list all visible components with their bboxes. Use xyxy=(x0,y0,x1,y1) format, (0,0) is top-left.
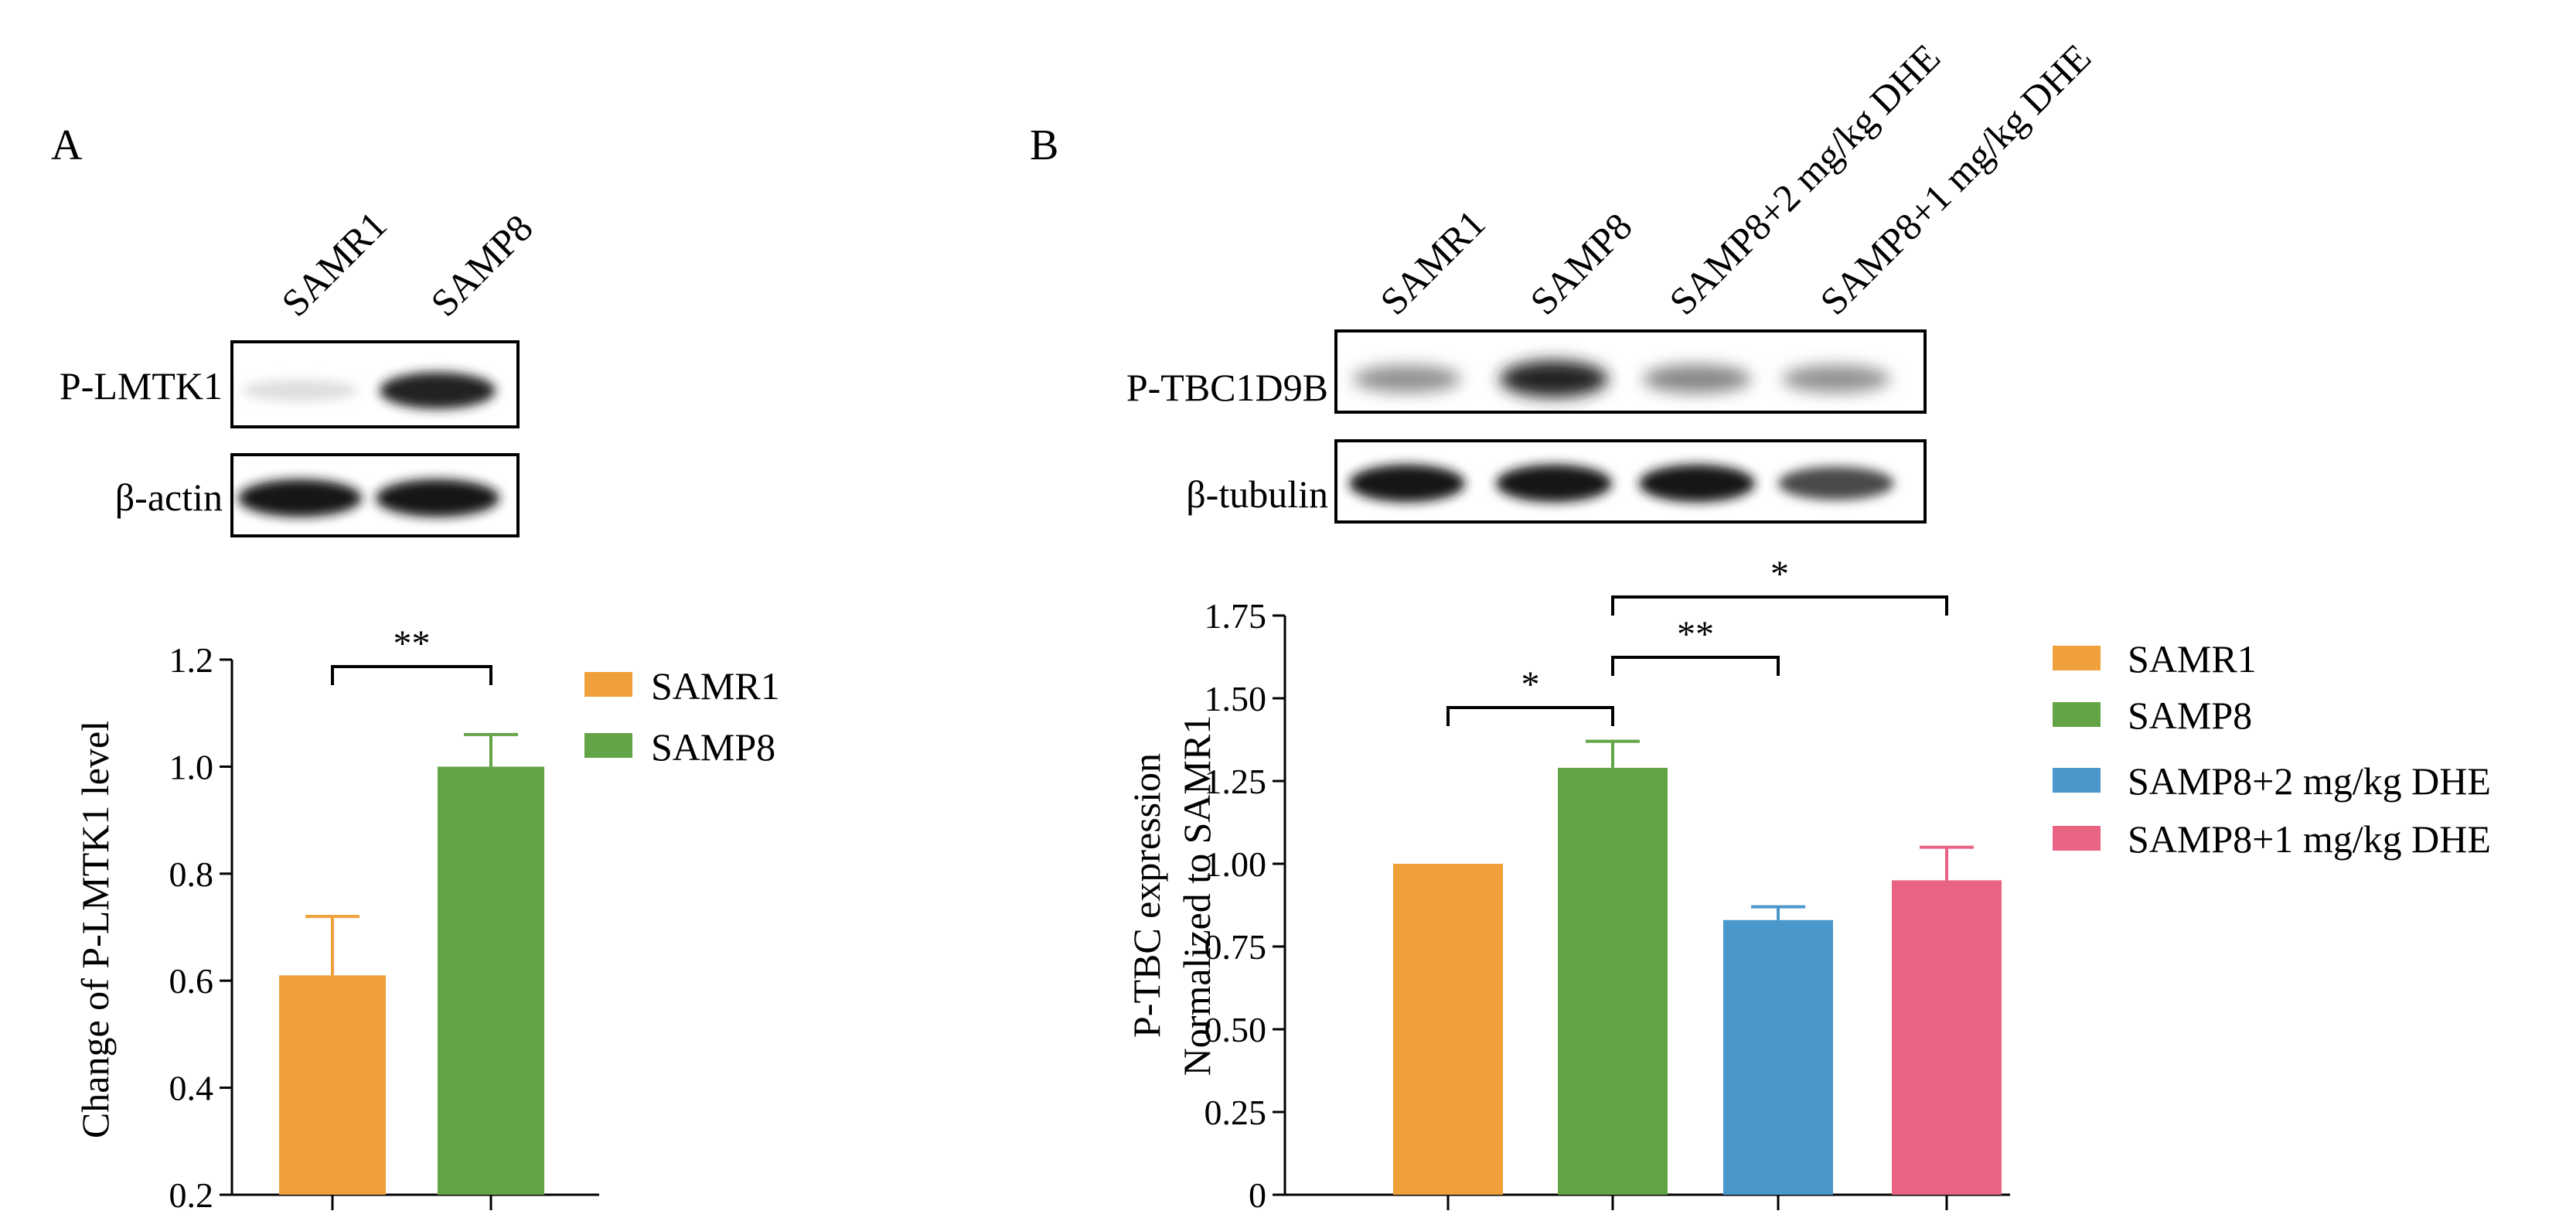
legend-b-label: SAMP8+2 mg/kg DHE xyxy=(2128,759,2491,803)
legend-a-swatch-samp8 xyxy=(584,733,632,758)
blot-band xyxy=(1643,364,1751,394)
y-tick-label: 0.25 xyxy=(1205,1093,1267,1132)
y-tick-label: 0.6 xyxy=(169,961,214,1001)
y-tick-label: 0 xyxy=(1249,1175,1266,1215)
y-tick-label: 1.00 xyxy=(1205,844,1267,884)
significance-label: ** xyxy=(394,623,431,664)
blot-b-row-label: β-tubulin xyxy=(1186,472,1328,516)
legend-a-label: SAMR1 xyxy=(651,664,780,708)
chart-a: 0.2 0.4 0.6 0.8 1.0 1.2 ** Change of P-LMTK1 l… xyxy=(73,623,780,1215)
legend-b-swatch-dhe2 xyxy=(2053,768,2101,793)
y-tick-label: 1.0 xyxy=(169,747,214,786)
panel-a-letter: A xyxy=(51,121,83,169)
legend-a-label: SAMP8 xyxy=(651,725,775,769)
panel-b-blot: SAMR1 SAMP8 SAMP8+2 mg/kg DHE SAMP8+1 mg… xyxy=(1126,36,2099,524)
bar xyxy=(1723,919,1833,1195)
blot-a-lane-label: SAMP8 xyxy=(422,206,541,325)
blot-a-bands xyxy=(242,372,496,409)
significance-label: * xyxy=(1770,554,1789,595)
blot-b-bands xyxy=(1349,464,1894,503)
chart-b-y-axis-label-line2: Normalized to SAMR1 xyxy=(1175,715,1218,1076)
blot-b-bands xyxy=(1353,360,1890,397)
blot-band xyxy=(1349,464,1465,503)
legend-b-label: SAMP8+1 mg/kg DHE xyxy=(2128,817,2491,861)
blot-band xyxy=(1782,365,1890,393)
significance-label: ** xyxy=(1677,614,1714,655)
blot-b-lane-label: SAMP8+2 mg/kg DHE xyxy=(1661,36,1948,323)
significance-bracket xyxy=(331,665,492,685)
y-tick-label: 1.2 xyxy=(169,640,214,680)
legend-b-label: SAMP8 xyxy=(2128,694,2252,737)
bar xyxy=(1558,767,1668,1195)
blot-a-bands xyxy=(238,479,499,517)
y-tick-label: 0.50 xyxy=(1205,1010,1267,1049)
bar xyxy=(1393,864,1503,1195)
blot-b-row-label: P-TBC1D9B xyxy=(1126,366,1328,409)
blot-band xyxy=(1639,464,1755,503)
chart-b: 00.250.500.751.001.251.501.75**** P-TBC … xyxy=(1125,554,2491,1215)
blot-band xyxy=(1353,365,1461,393)
blot-a-row-label: β-actin xyxy=(115,476,223,519)
significance-bracket xyxy=(1611,595,1948,616)
blot-band xyxy=(238,479,362,517)
blot-band xyxy=(376,479,499,517)
y-tick-label: 0.75 xyxy=(1205,927,1267,967)
legend-b-swatch-dhe1 xyxy=(2053,826,2101,851)
chart-a-y-axis-label: Change of P-LMTK1 level xyxy=(73,721,117,1138)
bar xyxy=(438,766,544,1195)
bar xyxy=(279,975,386,1195)
blot-band xyxy=(1500,360,1608,397)
legend-b-swatch-samp8 xyxy=(2053,702,2101,727)
legend-b-label: SAMR1 xyxy=(2128,637,2257,681)
blot-band xyxy=(1496,464,1612,503)
y-tick-label: 0.2 xyxy=(169,1175,214,1215)
y-tick-label: 1.75 xyxy=(1205,596,1267,636)
significance-bracket xyxy=(1611,656,1780,676)
chart-b-marks: 00.250.500.751.001.251.501.75**** xyxy=(1205,554,2010,1215)
blot-b-lane-label: SAMP8 xyxy=(1521,204,1641,323)
blot-band xyxy=(242,380,358,401)
chart-a-marks: 0.2 0.4 0.6 0.8 1.0 1.2 ** xyxy=(169,623,599,1215)
significance-bracket xyxy=(1446,706,1614,726)
y-tick-label: 1.25 xyxy=(1205,762,1267,801)
legend-b-swatch-samr1 xyxy=(2053,646,2101,670)
bar xyxy=(1892,880,2002,1195)
y-tick-label: 0.4 xyxy=(169,1069,214,1108)
blot-a-lane-label: SAMR1 xyxy=(273,203,394,324)
panel-a-blot: SAMR1 SAMP8 P-LMTK1 β-actin xyxy=(60,203,541,537)
chart-a-legend: SAMR1 SAMP8 xyxy=(584,664,780,769)
chart-b-legend: SAMR1 SAMP8 SAMP8+2 mg/kg DHE SAMP8+1 mg… xyxy=(2053,637,2491,861)
blot-b-lane-label: SAMR1 xyxy=(1371,201,1493,322)
legend-a-swatch-samr1 xyxy=(584,672,632,697)
blot-a-row-label: P-LMTK1 xyxy=(60,364,223,408)
blot-band xyxy=(1778,466,1894,500)
chart-b-y-axis-label-line1: P-TBC expression xyxy=(1125,753,1168,1038)
blot-band xyxy=(380,372,496,409)
y-tick-label: 1.50 xyxy=(1205,679,1267,718)
panel-b-letter: B xyxy=(1030,121,1058,169)
significance-label: * xyxy=(1521,664,1540,705)
blot-b-lane-label: SAMP8+1 mg/kg DHE xyxy=(1811,36,2099,323)
y-tick-label: 0.8 xyxy=(169,854,214,894)
